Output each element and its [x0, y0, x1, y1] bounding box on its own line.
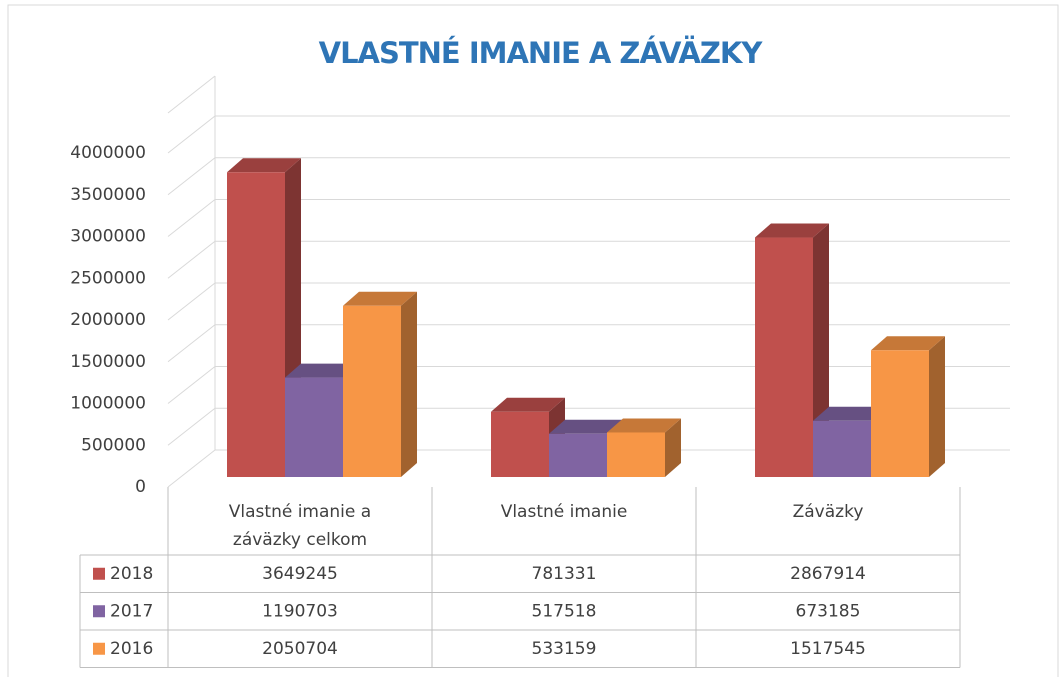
y-tick-label: 1500000: [70, 352, 146, 372]
y-tick-label: 0: [135, 477, 146, 497]
bar-top: [549, 419, 623, 434]
legend-swatch: [93, 605, 105, 618]
legend-swatch: [93, 567, 105, 580]
x-tick-label: Záväzky: [793, 502, 864, 522]
table-value: 517518: [532, 601, 597, 621]
bar-front: [871, 350, 929, 477]
bar-top: [343, 291, 417, 306]
bar-side: [401, 291, 417, 477]
x-tick-label: Vlastné imanie: [501, 502, 628, 522]
legend-label: 2017: [110, 601, 153, 621]
bar-top: [607, 418, 681, 433]
legend-label: 2018: [110, 564, 153, 584]
bar-top: [871, 336, 945, 351]
bar: [871, 336, 945, 477]
chart-title: VLASTNÉ IMANIE A ZÁVÄZKY: [319, 36, 764, 70]
y-tick-label: 4000000: [70, 143, 146, 163]
table-value: 533159: [532, 639, 597, 659]
bar: [343, 291, 417, 477]
bar-front: [227, 172, 285, 478]
grid-line: [167, 115, 1010, 154]
y-tick-label: 2000000: [70, 310, 146, 330]
bar-top: [813, 406, 887, 421]
bar-front: [607, 432, 665, 477]
bar-side: [929, 336, 945, 477]
bar-top: [227, 158, 301, 173]
y-tick-label: 500000: [81, 435, 146, 455]
legend-label: 2016: [110, 639, 153, 659]
y-tick-label: 2500000: [70, 268, 146, 288]
table-value: 1190703: [262, 601, 338, 621]
table-value: 2867914: [790, 564, 866, 584]
y-tick-label: 3500000: [70, 185, 146, 205]
y-tick-label: 1000000: [70, 394, 146, 414]
table-value: 673185: [796, 601, 861, 621]
bar-front: [549, 433, 607, 477]
table-value: 781331: [532, 564, 597, 584]
bar-side: [665, 418, 681, 477]
y-tick-label: 3000000: [70, 227, 146, 247]
bar-top: [755, 223, 829, 238]
chart-border: [7, 4, 1059, 677]
bar-front: [285, 377, 343, 477]
bar-front: [343, 305, 401, 477]
bar: [755, 223, 829, 477]
bar-top: [491, 397, 565, 412]
bar: [607, 418, 681, 477]
x-tick-label: Vlastné imanie a záväzky celkom: [229, 502, 371, 550]
bar-front: [491, 411, 549, 477]
bar-front: [755, 237, 813, 477]
bar-front: [813, 420, 871, 477]
table-value: 2050704: [262, 639, 338, 659]
wall-top: [167, 75, 216, 114]
bar-top: [285, 363, 359, 378]
legend-swatch: [93, 642, 105, 655]
table-value: 3649245: [262, 564, 338, 584]
table-value: 1517545: [790, 639, 866, 659]
